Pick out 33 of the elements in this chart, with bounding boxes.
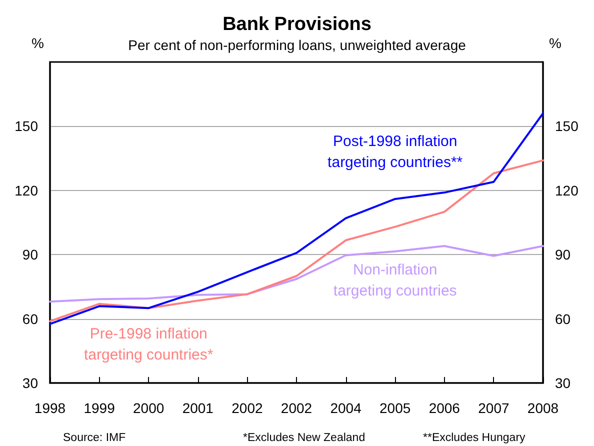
y-axis-title: % bbox=[32, 35, 44, 51]
y-tick-label: 150 bbox=[14, 118, 38, 134]
y2-tick-label: 90 bbox=[555, 246, 571, 263]
x-tick-label: 2001 bbox=[182, 400, 214, 416]
series-label: Pre-1998 inflation targeting countries* bbox=[84, 325, 214, 364]
chart-subtitle: Per cent of non-performing loans, unweighted average bbox=[128, 37, 466, 53]
x-tick-label: 2000 bbox=[133, 400, 164, 416]
x-tick-label: 2008 bbox=[527, 400, 559, 416]
x-tick-label: 1999 bbox=[84, 400, 116, 416]
y-tick-label: 90 bbox=[22, 246, 38, 263]
y-tick-label: 60 bbox=[22, 310, 38, 327]
x-tick-label: 2002 bbox=[280, 400, 312, 416]
text: *Excludes New Zealand bbox=[243, 432, 366, 444]
line-series bbox=[49, 245, 544, 303]
x-tick-label: 2006 bbox=[428, 400, 460, 416]
y2-tick-label: 120 bbox=[555, 182, 579, 198]
chart-title: Bank Provisions bbox=[222, 14, 372, 35]
x-tick-label: 2007 bbox=[478, 400, 510, 416]
y-tick-label: 120 bbox=[14, 182, 38, 198]
y2-axis-title: % bbox=[549, 35, 562, 51]
y2-tick-label: 60 bbox=[555, 310, 571, 327]
series-label: Post-1998 inflation targeting countries** bbox=[328, 132, 463, 171]
x-tick-label: 1998 bbox=[34, 400, 66, 416]
line-series bbox=[49, 112, 544, 325]
series-label: Non-inflation targeting countries bbox=[333, 261, 457, 300]
y2-tick-label: 150 bbox=[555, 118, 579, 134]
x-tick-label: 2004 bbox=[330, 400, 362, 416]
source-note: Source: IMF bbox=[63, 432, 126, 444]
y-tick-label: 30 bbox=[22, 375, 38, 391]
text: **Excludes Hungary bbox=[423, 432, 526, 444]
y2-tick-label: 30 bbox=[555, 375, 571, 391]
x-tick-label: 2002 bbox=[232, 400, 263, 416]
x-tick-label: 2005 bbox=[380, 400, 411, 416]
